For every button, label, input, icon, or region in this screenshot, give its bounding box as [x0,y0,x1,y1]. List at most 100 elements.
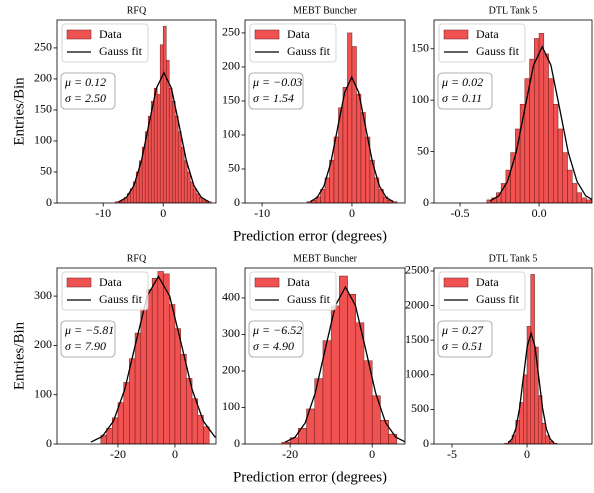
bar [177,131,182,203]
bar [156,94,161,203]
bar [159,44,164,203]
legend-label: Gauss fit [287,44,331,58]
stats-text: μ = 0.02 [441,75,483,89]
bar [189,181,194,203]
frame [433,19,593,204]
y-tick-label: 200 [34,71,52,85]
stats-text: σ = 4.90 [253,339,294,353]
legend-label: Data [287,275,310,289]
y-tick-label: 200 [34,337,52,351]
bar [150,101,155,203]
bar [192,188,197,203]
bar [162,25,167,203]
x-tick-label: 0 [172,447,178,461]
bar [157,271,164,444]
y-tick-label: 0 [423,195,429,209]
legend-patch [66,29,92,40]
stats-box [248,72,304,110]
bar [342,87,348,203]
y-tick-label: 1000 [405,367,429,381]
x-tick-label: -20 [282,447,298,461]
stats-text: μ = −5.81 [64,323,114,337]
panel: -5 0 0 500 1000 1500 2000 2500 DTL Tank 5 Data Gau… [405,253,593,461]
bar [388,433,398,444]
bar [515,128,521,203]
bar [134,332,142,444]
y-tick-label: 2500 [405,263,429,277]
bar [356,93,362,203]
bar [140,308,147,444]
y-tick-label: 50 [228,161,240,175]
frame [433,267,593,445]
legend-label: Data [287,27,310,41]
bar [351,46,357,203]
bar [557,128,564,203]
x-tick-label: -20 [110,447,126,461]
bar [567,169,573,203]
bar [530,274,535,444]
y-axis-label: Entries/Bin [11,77,27,146]
fit-line [90,275,216,443]
bar [203,426,210,444]
plot-area [504,274,558,444]
stats-text: μ = 0.12 [64,75,106,89]
y-tick-label: 150 [34,102,52,116]
stats-text: σ = 1.54 [253,91,294,105]
y-tick-label: 0 [234,436,240,450]
panel-title: DTL Tank 5 [489,253,538,264]
y-tick-label: 100 [34,133,52,147]
legend-label: Data [99,27,122,41]
stats-box [437,320,493,358]
bar [180,146,185,203]
bar [174,115,179,203]
fit-line [118,71,210,203]
stats-box [60,320,116,358]
bar [153,87,158,203]
x-tick-label: -5 [447,447,457,461]
bar [195,193,200,203]
panel-title: RFQ [127,5,147,16]
y-tick-label: 150 [222,93,240,107]
bar [163,273,170,444]
stats-text: μ = 0.27 [441,323,484,337]
legend-patch [443,277,469,288]
bar [191,398,199,444]
y-axis-label: Entries/Bin [11,321,27,390]
panel-title: MEBT Buncher [293,5,358,16]
bar [147,115,152,203]
y-tick-label: 100 [411,92,429,106]
panel-title: DTL Tank 5 [489,5,538,16]
frame [56,19,217,204]
stats-text: σ = 0.11 [442,91,482,105]
bar [572,183,578,203]
bar [545,435,550,444]
y-tick-label: 0 [46,436,52,450]
bar [146,289,153,444]
y-tick-label: 50 [40,164,52,178]
x-tick-label: -0.5 [451,206,470,220]
legend-label: Gauss fit [476,44,520,58]
legend-patch [66,277,92,288]
stats-text: μ = −6.52 [252,323,302,337]
legend-patch [254,29,280,40]
bar [548,78,554,203]
y-tick-label: 400 [222,290,240,304]
bar [553,104,559,203]
y-tick-label: 50 [417,143,429,157]
bar [541,422,547,444]
x-tick-label: 0 [524,447,530,461]
stats-text: σ = 7.90 [65,339,106,353]
y-tick-label: 0 [234,195,240,209]
bar [538,33,545,203]
y-tick-label: 200 [222,363,240,377]
y-tick-label: 100 [222,399,240,413]
y-tick-label: 2000 [405,297,429,311]
frame [244,19,406,204]
y-tick-label: 300 [34,288,52,302]
panel-title: MEBT Buncher [293,253,358,264]
plot-area [486,33,592,203]
bar [543,53,549,203]
fit-line [489,45,592,202]
bar [186,171,191,203]
